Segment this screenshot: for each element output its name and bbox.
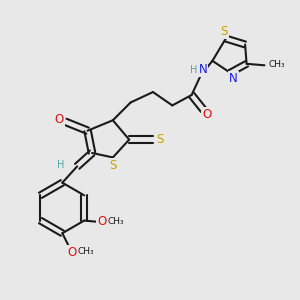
Text: H: H bbox=[57, 160, 64, 170]
Text: CH₃: CH₃ bbox=[107, 217, 124, 226]
Text: N: N bbox=[229, 72, 238, 85]
Text: CH₃: CH₃ bbox=[78, 248, 94, 256]
Text: N: N bbox=[199, 63, 207, 76]
Text: S: S bbox=[109, 159, 116, 172]
Text: O: O bbox=[98, 215, 107, 228]
Text: H: H bbox=[190, 65, 198, 75]
Text: S: S bbox=[156, 133, 163, 146]
Text: CH₃: CH₃ bbox=[269, 60, 286, 69]
Text: O: O bbox=[68, 246, 77, 259]
Text: O: O bbox=[55, 113, 64, 126]
Text: S: S bbox=[220, 25, 228, 38]
Text: O: O bbox=[202, 108, 212, 121]
